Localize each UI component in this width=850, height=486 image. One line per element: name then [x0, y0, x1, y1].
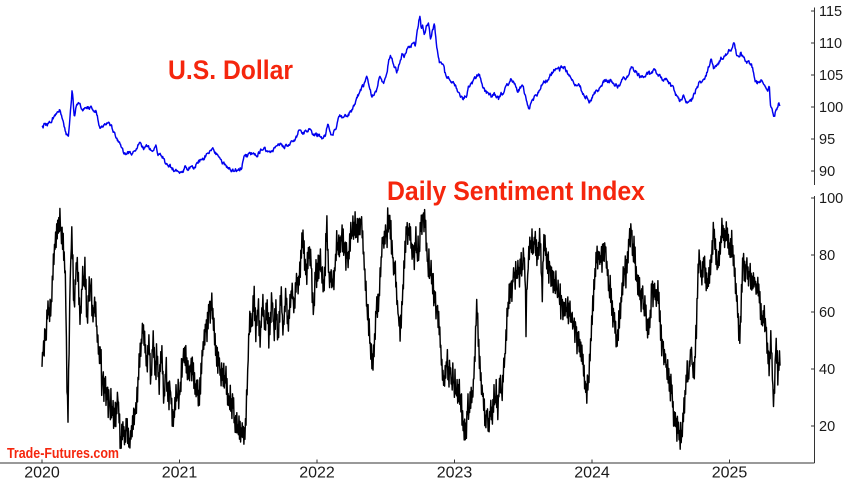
svg-text:100: 100: [819, 191, 843, 207]
svg-text:95: 95: [819, 132, 835, 148]
svg-text:115: 115: [819, 4, 842, 20]
svg-text:2025: 2025: [712, 465, 748, 482]
svg-text:U.S. Dollar: U.S. Dollar: [168, 55, 293, 85]
svg-text:80: 80: [819, 248, 835, 264]
svg-text:2020: 2020: [24, 465, 60, 482]
svg-text:Trade-Futures.com: Trade-Futures.com: [7, 446, 119, 462]
svg-text:2021: 2021: [162, 465, 198, 482]
svg-text:20: 20: [819, 419, 835, 435]
svg-text:40: 40: [819, 362, 835, 378]
svg-text:Daily Sentiment Index: Daily Sentiment Index: [387, 176, 645, 206]
svg-text:90: 90: [819, 164, 835, 180]
svg-text:110: 110: [819, 36, 842, 52]
svg-text:2024: 2024: [574, 465, 610, 482]
svg-text:100: 100: [819, 100, 843, 116]
svg-text:2022: 2022: [299, 465, 335, 482]
svg-text:105: 105: [819, 68, 843, 84]
svg-text:2023: 2023: [437, 465, 473, 482]
svg-text:60: 60: [819, 305, 835, 321]
